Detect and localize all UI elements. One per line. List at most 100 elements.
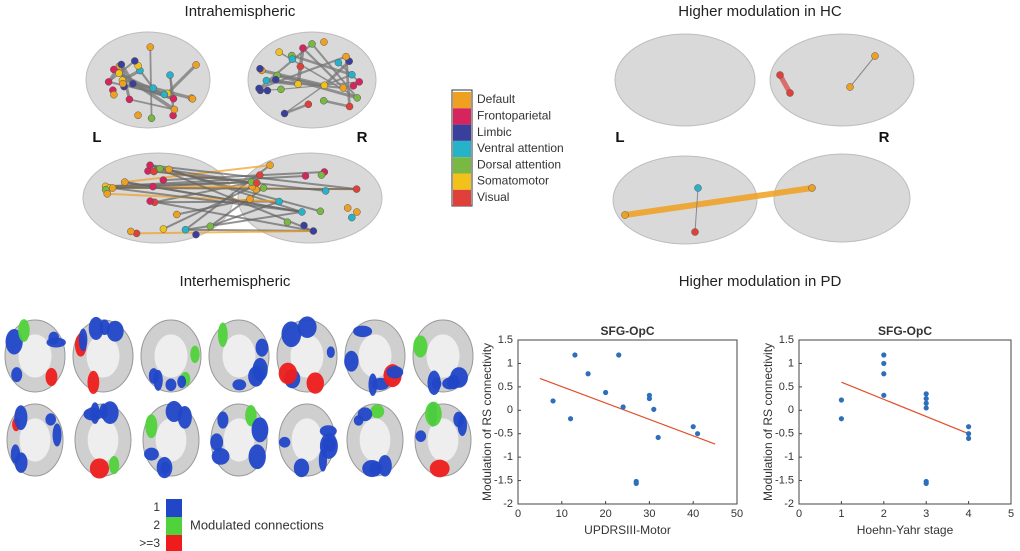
node (127, 227, 135, 236)
slice-patch (386, 365, 404, 379)
node (165, 165, 173, 174)
slice-patch (18, 319, 30, 342)
point (655, 434, 661, 441)
hemisphere-label: L (92, 129, 101, 146)
point (881, 352, 887, 358)
slice-patch (190, 345, 200, 364)
node (169, 94, 178, 103)
node (786, 89, 794, 97)
slice-patch (89, 458, 110, 479)
point (585, 371, 591, 377)
x-axis-label: UPDRSIII-Motor (584, 523, 671, 537)
node (691, 228, 699, 236)
point (567, 416, 574, 422)
point (923, 480, 929, 486)
node (808, 184, 816, 192)
node (256, 64, 264, 73)
node (343, 204, 352, 212)
legend-swatch (453, 140, 471, 158)
plot-frame (517, 339, 738, 505)
y-tick-label: -0.5 (494, 428, 513, 440)
fit-line (841, 381, 969, 435)
node (149, 182, 157, 191)
slice-patch (255, 338, 269, 357)
point (966, 424, 972, 430)
node (776, 71, 784, 79)
slice-patch (46, 337, 66, 348)
slice-patch (248, 366, 264, 387)
panel-title: Higher modulation in HC (678, 3, 842, 20)
slice-patch (177, 375, 187, 389)
point (838, 416, 845, 422)
legend-swatch (453, 157, 471, 174)
y-tick-label: -1 (784, 451, 794, 463)
point (690, 424, 696, 430)
slice-core (427, 418, 459, 462)
point (620, 404, 626, 410)
slice-patch (83, 407, 103, 421)
point (838, 397, 845, 403)
node (149, 84, 158, 92)
node (348, 70, 356, 79)
y-tick-label: 0 (788, 404, 794, 416)
node (188, 95, 197, 103)
legend-swatch (453, 189, 471, 207)
connection (261, 68, 325, 87)
brain (773, 153, 911, 243)
slice-patch (297, 316, 317, 338)
legend-swatch (453, 92, 471, 109)
connection (149, 47, 153, 119)
slice-patch (319, 425, 337, 437)
slice-patch (106, 320, 124, 342)
node (117, 60, 126, 69)
panel-title: Intrahemispheric (185, 3, 296, 20)
legend-label: Ventral attention (477, 141, 564, 155)
node (119, 79, 127, 88)
node (294, 80, 302, 88)
node (129, 80, 137, 88)
node (846, 83, 854, 91)
node (159, 225, 168, 233)
node (150, 167, 158, 176)
x-tick-label: 3 (923, 508, 929, 520)
y-tick-label: 0.5 (498, 381, 513, 393)
point (603, 389, 609, 396)
slice-core (358, 334, 392, 378)
point (923, 405, 929, 411)
slice-core (86, 334, 120, 378)
point (923, 400, 929, 406)
node (298, 208, 306, 216)
slice-patch (45, 367, 58, 387)
node (280, 109, 289, 118)
node (349, 82, 358, 90)
point (694, 431, 701, 437)
node (246, 195, 254, 203)
slice-patch (281, 321, 302, 348)
y-tick-label: 1.5 (498, 334, 513, 346)
node (173, 210, 181, 219)
slice-patch (145, 414, 158, 439)
x-tick-label: 4 (966, 508, 972, 520)
slice-core (155, 418, 187, 462)
slice-patch (99, 403, 108, 419)
connection (323, 60, 351, 87)
slice-patch (429, 459, 450, 478)
legend-label: Default (477, 92, 516, 106)
x-tick-label: 50 (731, 508, 743, 520)
connection (266, 78, 299, 87)
slice-patch (318, 448, 327, 472)
slice-patch (210, 433, 224, 451)
node (275, 48, 283, 56)
slice-patch (156, 456, 173, 479)
point (616, 352, 622, 358)
connection (337, 61, 360, 83)
slice-patch (278, 436, 291, 448)
node (110, 90, 118, 99)
x-tick-label: 5 (1008, 508, 1014, 520)
point (646, 392, 653, 398)
node (181, 225, 190, 234)
x-tick-label: 30 (643, 508, 655, 520)
node (320, 38, 328, 46)
node (283, 218, 292, 226)
point (966, 431, 972, 437)
